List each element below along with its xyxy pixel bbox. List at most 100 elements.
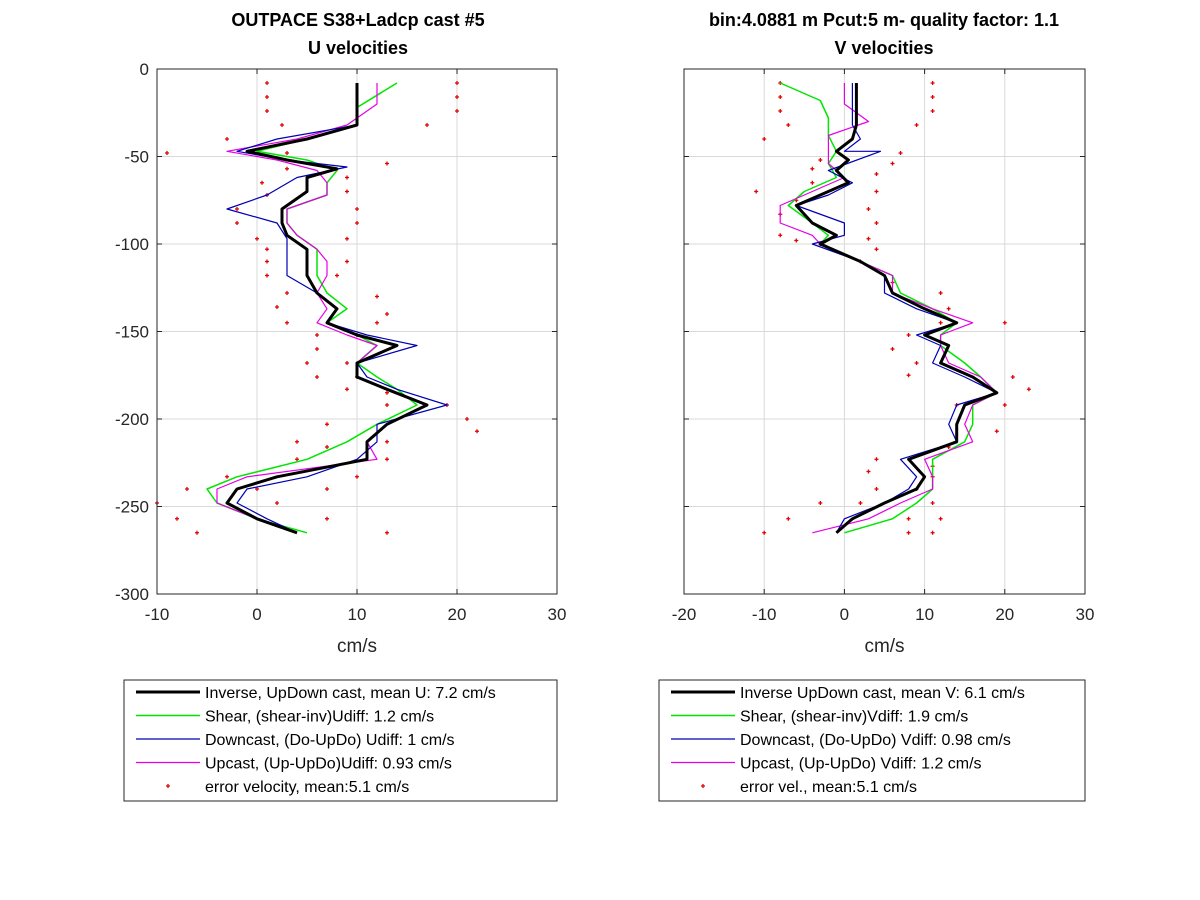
legend-box xyxy=(658,679,1086,802)
error-velocity-point xyxy=(874,189,879,194)
error-velocity-point xyxy=(1010,375,1015,379)
error-velocity-point xyxy=(355,207,359,211)
error-velocity-point xyxy=(225,137,229,141)
error-velocity-point xyxy=(385,439,389,444)
error-velocity-point xyxy=(906,530,911,535)
error-velocity-point xyxy=(325,487,329,491)
error-velocity-point xyxy=(1002,403,1007,407)
error-velocity-point xyxy=(786,123,791,127)
x-tick-label: 30 xyxy=(548,605,567,624)
error-velocity-point xyxy=(1026,387,1031,392)
v-velocity-panel: bin:4.0881 m Pcut:5 m- quality factor: 1… xyxy=(658,10,1094,802)
y-tick-label: 0 xyxy=(140,60,149,79)
error-velocity-point xyxy=(185,487,189,491)
v-velocity-plot: -20 -10 0 10 20 30 cm/s xyxy=(672,68,1094,657)
error-velocity-point xyxy=(385,457,389,462)
error-velocity-point xyxy=(260,180,264,185)
y-tick-label: -50 xyxy=(124,148,149,167)
error-velocity-point xyxy=(906,333,911,337)
u-velocity-panel: OUTPACE S38+Ladcp cast #5 U velocities -… xyxy=(115,10,566,802)
error-velocity-point xyxy=(195,530,199,535)
legend-marker-error xyxy=(166,784,170,788)
legend-entry-label: Shear, (shear-inv)Udiff: 1.2 cm/s xyxy=(205,709,434,726)
error-velocity-point xyxy=(994,429,999,434)
error-velocity-point xyxy=(866,207,871,211)
upcast-series-line xyxy=(216,83,428,534)
error-velocity-point xyxy=(930,81,935,85)
x-axis-label: cm/s xyxy=(337,636,377,657)
y-tick-label: -200 xyxy=(115,410,149,429)
error-velocity-point xyxy=(455,95,459,99)
error-velocity-point xyxy=(778,233,783,238)
error-velocity-point xyxy=(455,81,459,85)
error-velocity-point xyxy=(285,166,289,171)
error-velocity-point xyxy=(938,516,943,521)
error-velocity-point xyxy=(265,259,269,264)
error-velocity-point xyxy=(385,390,389,395)
error-velocity-point xyxy=(265,109,269,113)
error-velocity-point xyxy=(315,333,319,337)
error-velocity-point xyxy=(295,439,299,444)
error-velocity-point xyxy=(305,361,309,365)
error-velocity-point xyxy=(810,180,815,185)
right-title-line1: bin:4.0881 m Pcut:5 m- quality factor: 1… xyxy=(709,10,1059,30)
error-velocity-point xyxy=(818,501,823,505)
y-tick-label: -250 xyxy=(115,498,149,517)
legend-entry-label: Upcast, (Up-UpDo)Udiff: 0.93 cm/s xyxy=(205,756,452,773)
error-velocity-point xyxy=(285,320,289,325)
error-velocity-point xyxy=(385,403,389,407)
shear-series-line xyxy=(206,82,418,534)
error-velocity-point xyxy=(280,123,284,127)
error-velocity-point xyxy=(285,291,289,295)
error-velocity-point xyxy=(355,221,359,225)
error-velocity-point xyxy=(265,273,269,278)
error-velocity-point xyxy=(455,109,459,113)
error-velocity-point xyxy=(265,81,269,85)
inverse-series-line xyxy=(794,83,999,534)
right-title-line2: V velocities xyxy=(834,38,933,58)
x-tick-label: -10 xyxy=(752,605,777,624)
v-velocity-legend: Inverse UpDown cast, mean V: 6.1 cm/s She… xyxy=(658,679,1086,802)
error-velocity-point xyxy=(762,137,767,141)
error-velocity-point xyxy=(385,530,389,535)
error-velocity-point xyxy=(425,123,429,127)
error-velocity-point xyxy=(914,361,919,365)
error-velocity-point xyxy=(946,306,951,311)
error-velocity-point xyxy=(778,109,783,113)
error-velocity-point xyxy=(315,347,319,351)
error-velocity-point xyxy=(810,166,815,171)
y-tick-label: -100 xyxy=(115,235,149,254)
error-velocity-point xyxy=(898,151,903,155)
error-velocity-point xyxy=(465,417,469,421)
error-velocity-point xyxy=(345,236,349,241)
error-velocity-point xyxy=(874,172,879,176)
error-velocity-point xyxy=(385,312,389,316)
error-velocity-point xyxy=(930,95,935,99)
error-velocity-point xyxy=(295,457,299,462)
error-velocity-point xyxy=(906,373,911,378)
x-tick-label: 20 xyxy=(448,605,467,624)
legend-marker-error xyxy=(701,784,705,788)
error-velocity-point xyxy=(874,457,879,462)
error-velocity-point xyxy=(165,151,169,155)
error-velocity-point xyxy=(285,151,289,155)
error-velocity-point xyxy=(345,189,349,194)
error-velocity-point xyxy=(914,123,919,127)
error-velocity-point xyxy=(265,95,269,99)
error-velocity-point xyxy=(255,487,259,491)
legend-entry-label: Shear, (shear-inv)Vdiff: 1.9 cm/s xyxy=(740,709,968,726)
error-velocity-point xyxy=(938,320,943,325)
error-velocity-point xyxy=(930,530,935,535)
legend-entry-label: Downcast, (Do-UpDo) Vdiff: 0.98 cm/s xyxy=(740,732,1011,749)
x-tick-label: 0 xyxy=(252,605,261,624)
error-velocity-point xyxy=(866,469,871,474)
error-velocity-point xyxy=(794,238,799,243)
error-velocity-point xyxy=(235,221,239,225)
error-velocity-point xyxy=(786,516,791,521)
error-velocity-point xyxy=(325,516,329,521)
error-velocity-point xyxy=(175,516,179,521)
inverse-series-line xyxy=(225,83,429,535)
legend-box xyxy=(123,679,558,802)
